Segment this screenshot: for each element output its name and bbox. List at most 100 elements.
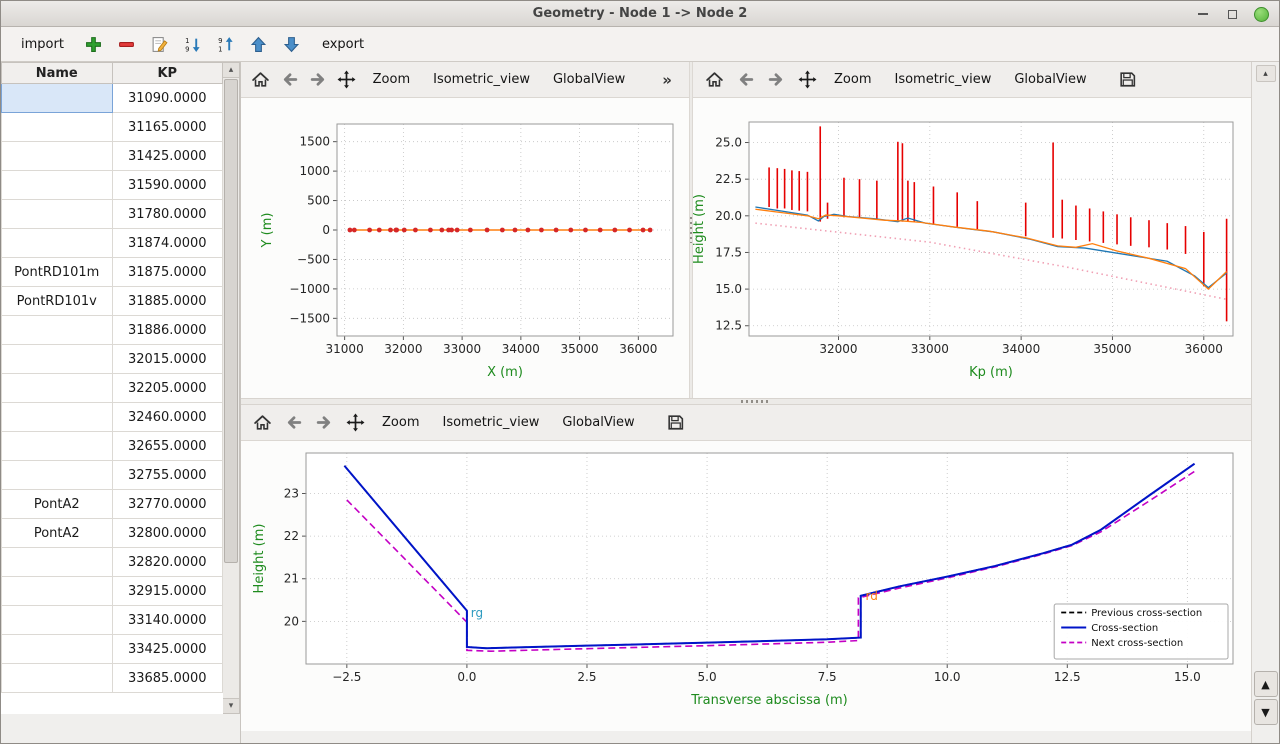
table-row[interactable]: 33425.0000 (1, 634, 223, 664)
remove-section-button[interactable] (114, 31, 140, 57)
name-cell[interactable]: PontRD101m (1, 257, 113, 287)
table-row[interactable]: 31425.0000 (1, 141, 223, 171)
name-cell[interactable] (1, 228, 113, 258)
plot-xy-canvas[interactable]: 31000 32000 33000 34000 35000 36000 −1500 −1000… (241, 98, 689, 398)
kp-cell[interactable]: 33685.0000 (111, 663, 223, 693)
kp-cell[interactable]: 31885.0000 (111, 286, 223, 316)
table-row[interactable]: 32655.0000 (1, 431, 223, 461)
kp-cell[interactable]: 32205.0000 (111, 373, 223, 403)
plot-cross-canvas[interactable]: −2.5 0.0 2.5 5.0 7.5 10.0 12.5 15.0 20 21 22 23 Tran… (241, 441, 1251, 731)
name-cell[interactable] (1, 170, 113, 200)
kp-cell[interactable]: 32755.0000 (111, 460, 223, 490)
home-button[interactable] (249, 410, 275, 436)
import-button[interactable]: import (11, 33, 74, 56)
table-row[interactable]: 32460.0000 (1, 402, 223, 432)
table-row[interactable]: PontRD101m 31875.0000 (1, 257, 223, 287)
maximize-button[interactable] (1224, 6, 1240, 22)
name-cell[interactable] (1, 663, 113, 693)
pan-down-button[interactable]: ▼ (1253, 699, 1278, 725)
titlebar[interactable]: Geometry - Node 1 -> Node 2 (1, 1, 1279, 27)
column-header-kp[interactable]: KP (111, 62, 223, 84)
table-row[interactable]: 32915.0000 (1, 576, 223, 606)
kp-cell[interactable]: 31590.0000 (111, 170, 223, 200)
kp-cell[interactable]: 32015.0000 (111, 344, 223, 374)
minimize-button[interactable] (1195, 6, 1211, 22)
name-cell[interactable] (1, 373, 113, 403)
kp-cell[interactable]: 32655.0000 (111, 431, 223, 461)
cross-section-plot-figure[interactable]: −2.5 0.0 2.5 5.0 7.5 10.0 12.5 15.0 20 21 22 23 Tran… (241, 441, 1251, 731)
name-cell[interactable] (1, 547, 113, 577)
home-button[interactable] (701, 67, 727, 93)
kp-cell[interactable]: 31875.0000 (111, 257, 223, 287)
table-row[interactable]: PontA2 32800.0000 (1, 518, 223, 548)
add-section-button[interactable] (81, 31, 107, 57)
isometric-view-button[interactable]: Isometric_view (424, 67, 539, 92)
zoom-button[interactable]: Zoom (373, 410, 428, 435)
profile-plot-figure[interactable]: 32000 33000 34000 35000 36000 12.5 15.0 17.5 20.… (693, 98, 1251, 398)
table-scrollbar-track[interactable] (223, 78, 239, 698)
table-row[interactable]: 31090.0000 (1, 83, 223, 113)
name-cell[interactable]: PontA2 (1, 518, 113, 548)
zoom-button[interactable]: Zoom (364, 67, 419, 92)
table-row[interactable]: PontRD101v 31885.0000 (1, 286, 223, 316)
isometric-view-button[interactable]: Isometric_view (433, 410, 548, 435)
forward-button[interactable] (763, 67, 789, 93)
name-cell[interactable] (1, 402, 113, 432)
isometric-view-button[interactable]: Isometric_view (885, 67, 1000, 92)
table-row[interactable]: 32755.0000 (1, 460, 223, 490)
name-cell[interactable] (1, 431, 113, 461)
save-figure-button[interactable] (663, 410, 689, 436)
pan-button[interactable] (335, 67, 359, 93)
kp-cell[interactable]: 32820.0000 (111, 547, 223, 577)
kp-cell[interactable]: 31165.0000 (111, 112, 223, 142)
edit-section-button[interactable] (147, 31, 173, 57)
forward-button[interactable] (306, 67, 330, 93)
name-cell[interactable] (1, 141, 113, 171)
pan-up-button[interactable]: ▲ (1253, 671, 1278, 697)
vertical-splitter[interactable] (689, 62, 693, 398)
name-cell[interactable]: PontRD101v (1, 286, 113, 316)
home-button[interactable] (249, 67, 273, 93)
global-view-button[interactable]: GlobalView (544, 67, 634, 92)
horizontal-splitter[interactable] (241, 398, 1251, 405)
kp-cell[interactable]: 32915.0000 (111, 576, 223, 606)
right-scrollbar[interactable]: ▴ ▲ ▼ (1251, 62, 1279, 743)
name-cell[interactable] (1, 199, 113, 229)
pan-button[interactable] (342, 410, 368, 436)
name-cell[interactable] (1, 83, 113, 113)
global-view-button[interactable]: GlobalView (553, 410, 643, 435)
column-header-name[interactable]: Name (1, 62, 113, 84)
global-view-button[interactable]: GlobalView (1005, 67, 1095, 92)
table-row[interactable]: 32820.0000 (1, 547, 223, 577)
kp-cell[interactable]: 31780.0000 (111, 199, 223, 229)
name-cell[interactable] (1, 112, 113, 142)
table-row[interactable]: 31165.0000 (1, 112, 223, 142)
table-scroll-down-button[interactable]: ▾ (223, 698, 239, 713)
xy-plot-figure[interactable]: 31000 32000 33000 34000 35000 36000 −1500 −1000… (241, 98, 689, 398)
toolbar-overflow-button[interactable]: » (653, 66, 681, 94)
table-scroll-up-button[interactable]: ▴ (223, 63, 239, 78)
plot-profile-canvas[interactable]: 32000 33000 34000 35000 36000 12.5 15.0 17.5 20.… (693, 98, 1251, 398)
kp-cell[interactable]: 31874.0000 (111, 228, 223, 258)
table-scrollbar[interactable]: ▴ ▾ (223, 62, 240, 714)
table-row[interactable]: 32205.0000 (1, 373, 223, 403)
table-row[interactable]: 31874.0000 (1, 228, 223, 258)
name-cell[interactable] (1, 315, 113, 345)
save-figure-button[interactable] (1115, 67, 1141, 93)
sections-table[interactable]: Name KP 31090.0000 31165.0000 31425.0000 315… (1, 62, 223, 714)
name-cell[interactable] (1, 460, 113, 490)
table-row[interactable]: 31886.0000 (1, 315, 223, 345)
kp-cell[interactable]: 32770.0000 (111, 489, 223, 519)
kp-cell[interactable]: 32460.0000 (111, 402, 223, 432)
zoom-button[interactable]: Zoom (825, 67, 880, 92)
kp-cell[interactable]: 33140.0000 (111, 605, 223, 635)
table-row[interactable]: 31780.0000 (1, 199, 223, 229)
table-row[interactable]: 33140.0000 (1, 605, 223, 635)
table-row[interactable]: 33685.0000 (1, 663, 223, 693)
kp-cell[interactable]: 33425.0000 (111, 634, 223, 664)
move-down-button[interactable] (279, 31, 305, 57)
kp-cell[interactable]: 31886.0000 (111, 315, 223, 345)
name-cell[interactable] (1, 605, 113, 635)
